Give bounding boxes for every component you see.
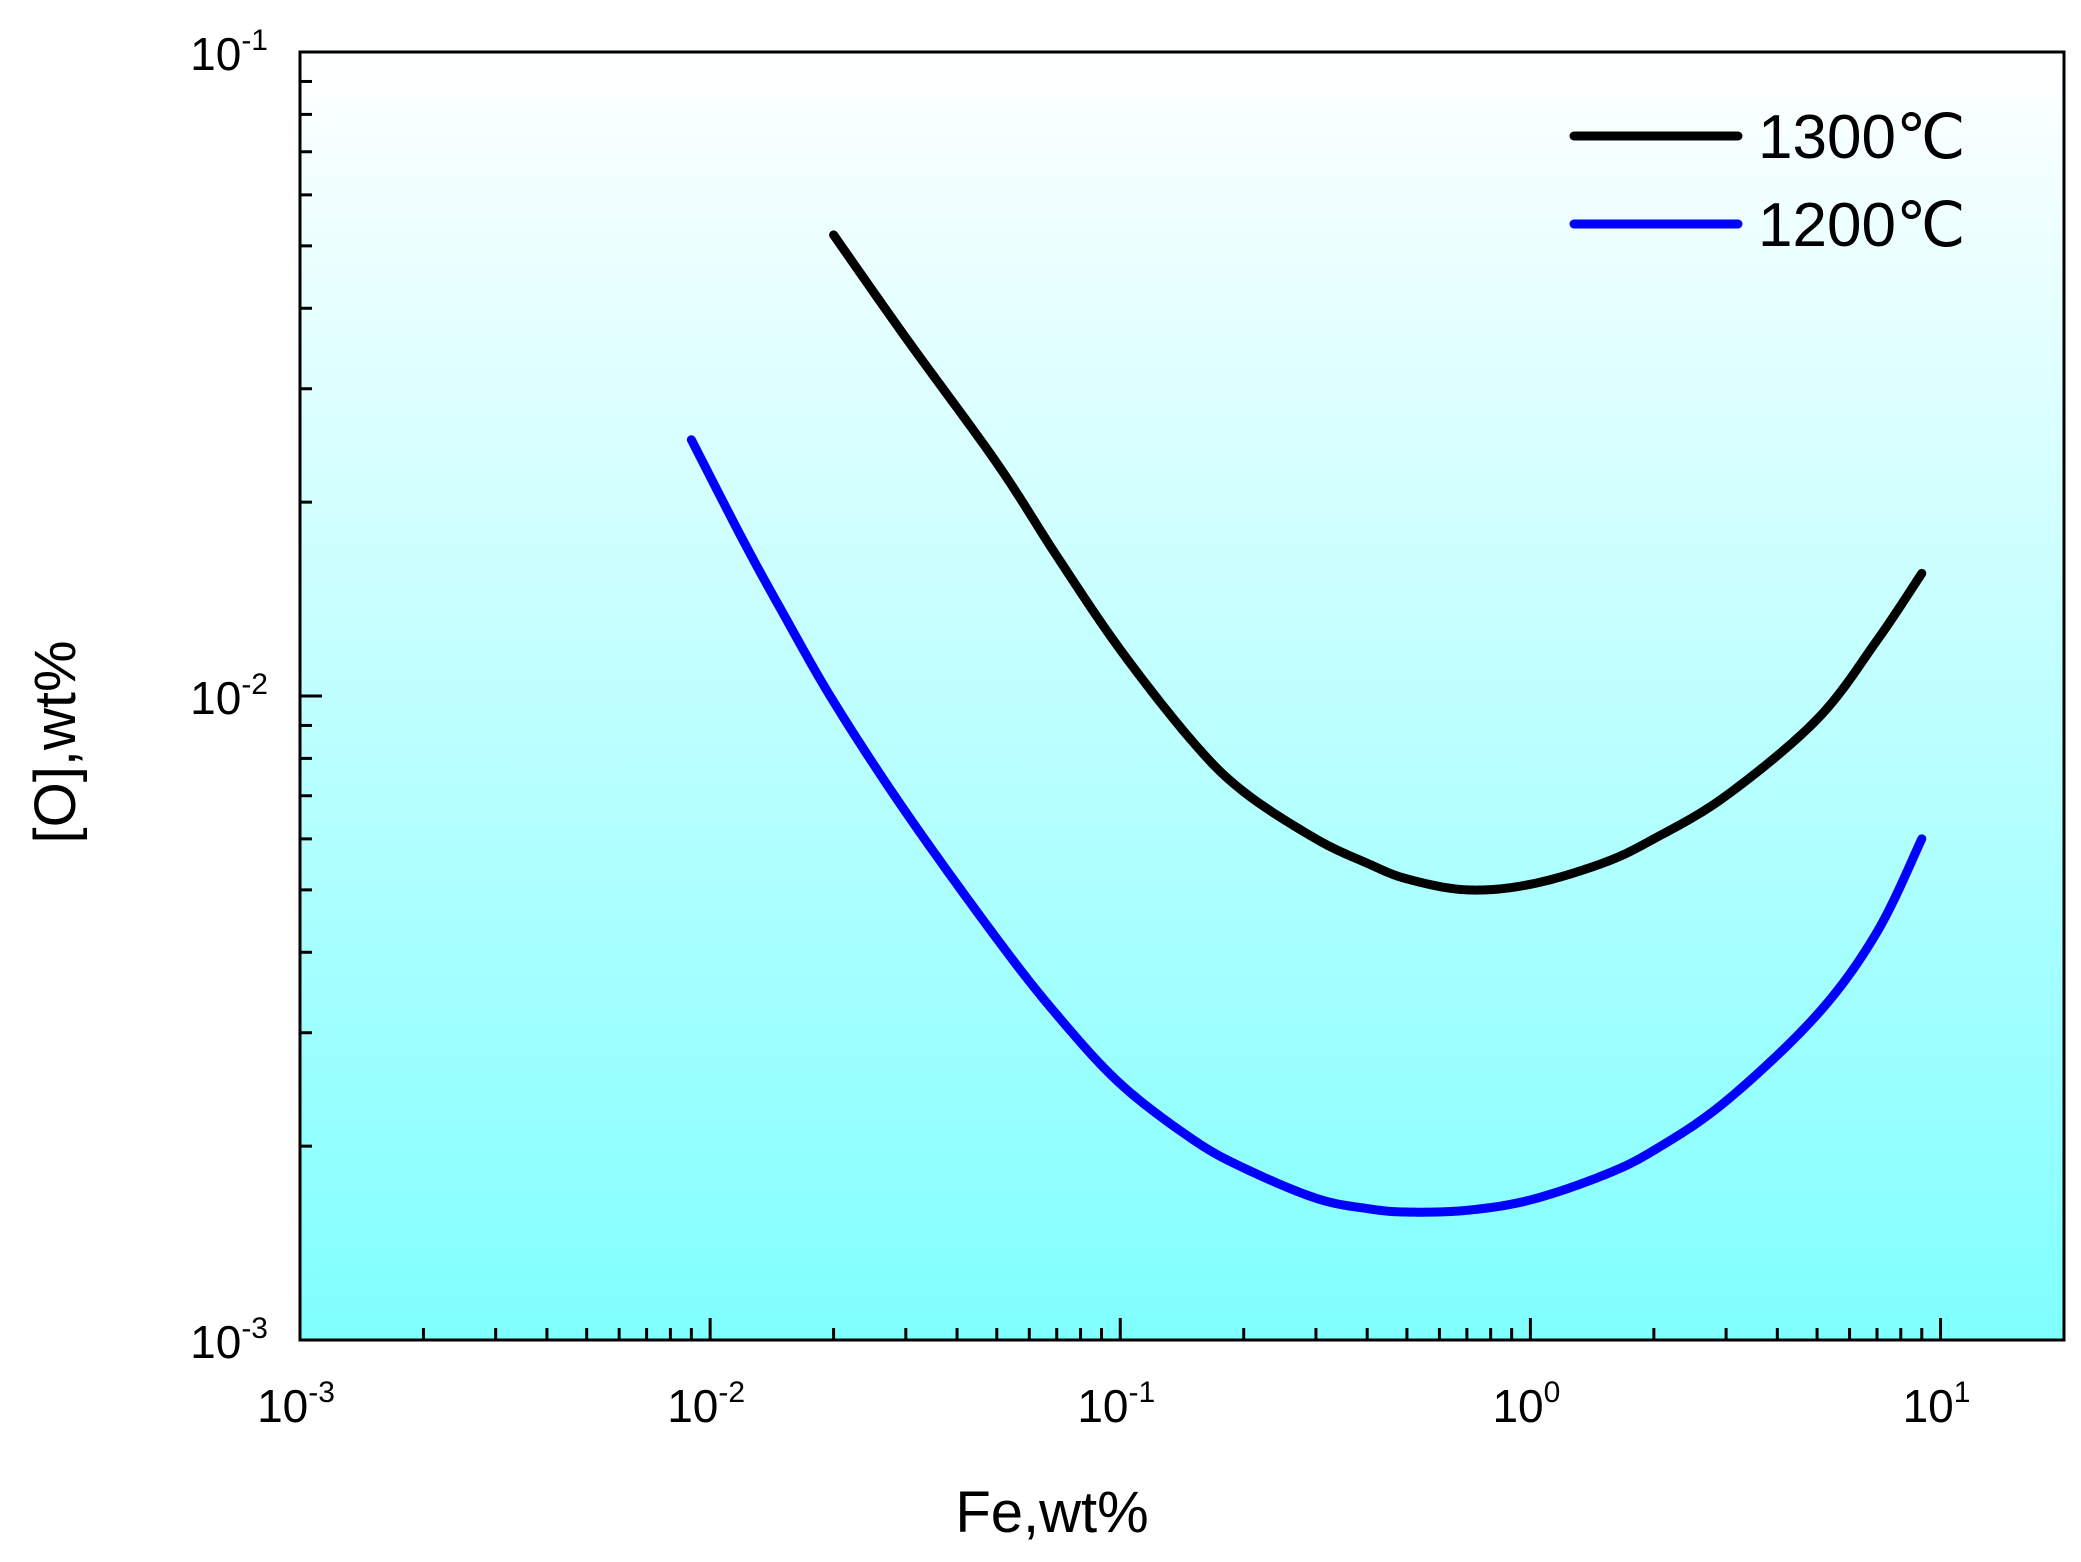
- y-axis-ticks: [300, 50, 322, 1342]
- y-tick-label: 10-2: [190, 668, 268, 724]
- legend-label-0: 1300℃: [1758, 103, 1966, 172]
- legend: 1300℃ 1200℃: [1569, 103, 1966, 260]
- series-layer: [686, 230, 1927, 1217]
- x-axis-title: Fe,wt%: [955, 1480, 1148, 1545]
- x-axis-ticks: [298, 1318, 2066, 1340]
- y-tick-label: 10-3: [190, 1312, 268, 1368]
- y-axis-tick-labels: 10-3 10-2 10-1: [190, 24, 268, 1368]
- x-tick-label: 10-2: [667, 1376, 745, 1432]
- series-line-1: [686, 435, 1927, 1217]
- x-axis-tick-labels: 10-3 10-2 10-1 100 101: [257, 1376, 1970, 1432]
- plot-background: [300, 52, 2064, 1340]
- series-line-0: [829, 230, 1927, 895]
- x-tick-label: 10-1: [1077, 1376, 1155, 1432]
- x-tick-label: 100: [1492, 1376, 1560, 1432]
- legend-label-1: 1200℃: [1758, 191, 1966, 260]
- y-tick-label: 10-1: [190, 24, 268, 80]
- y-axis-title: [O],wt%: [23, 640, 88, 843]
- x-tick-label: 101: [1903, 1376, 1971, 1432]
- x-tick-label: 10-3: [257, 1376, 335, 1432]
